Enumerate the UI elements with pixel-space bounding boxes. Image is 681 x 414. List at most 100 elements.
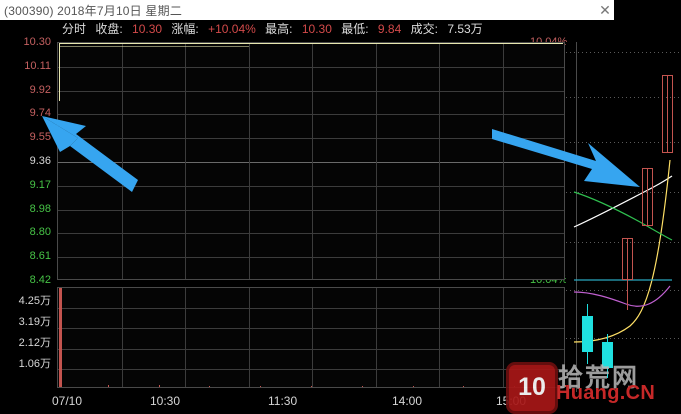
- volume-bar: [463, 386, 464, 387]
- gridline-vertical: [122, 288, 123, 387]
- candle-wick: [667, 75, 668, 153]
- kline-gridline: [566, 192, 681, 193]
- price-axis-label: 8.61: [29, 250, 51, 263]
- gridline-vertical: [312, 288, 313, 387]
- gridline-horizontal: [58, 138, 564, 139]
- daily-kline-panel[interactable]: [566, 42, 681, 392]
- candle-body[interactable]: [602, 342, 613, 368]
- close-value: 10.30: [132, 22, 163, 36]
- price-axis-label: 8.80: [29, 226, 51, 239]
- gridline-vertical: [249, 43, 250, 279]
- volume-label: 成交:: [410, 22, 438, 36]
- price-axis-label: 10.30: [23, 36, 51, 48]
- intraday-price-panel[interactable]: [57, 42, 565, 280]
- gridline-horizontal: [58, 328, 564, 329]
- gridline-horizontal: [58, 257, 564, 258]
- minute-line-open-spike: [59, 43, 60, 102]
- time-axis: 07/10 10:30 11:30 14:00 15:00: [0, 392, 681, 410]
- kline-gridline: [566, 52, 681, 53]
- volume-bar: [260, 386, 261, 387]
- candle-body[interactable]: [642, 168, 653, 226]
- gridline-vertical: [503, 43, 504, 279]
- price-axis-label: 8.42: [29, 274, 51, 286]
- time-axis-label: 10:30: [150, 394, 181, 408]
- gridline-horizontal: [58, 162, 564, 163]
- volume-bar: [209, 386, 210, 387]
- ma-line-ma60: [573, 191, 673, 241]
- gridline-vertical: [376, 43, 377, 279]
- price-axis-label: 10.11: [24, 59, 51, 72]
- gridline-vertical: [439, 43, 440, 279]
- quote-info-bar: 分时 收盘: 10.30 涨幅: +10.04% 最高: 10.30 最低: 9…: [0, 20, 565, 36]
- ma-line-ma10: [573, 159, 671, 343]
- gridline-horizontal: [58, 186, 564, 187]
- candle-wick: [647, 168, 648, 226]
- close-icon[interactable]: ✕: [599, 2, 611, 18]
- volume-bar: [159, 385, 160, 387]
- price-axis-label: 9.36: [29, 155, 51, 167]
- ma-line-ma20: [573, 285, 671, 307]
- volume-axis-label: 3.19万: [18, 315, 51, 328]
- time-axis-label: 14:00: [392, 394, 423, 408]
- price-axis-label: 9.55: [29, 131, 51, 144]
- volume-bar: [59, 288, 62, 387]
- volume-axis-label: 1.06万: [18, 357, 51, 370]
- gridline-vertical: [185, 43, 186, 279]
- gridline-horizontal: [58, 369, 564, 370]
- candle-body[interactable]: [582, 316, 593, 352]
- gridline-horizontal: [58, 114, 564, 115]
- gridline-vertical: [312, 43, 313, 279]
- price-axis-label: 9.92: [29, 83, 51, 96]
- time-axis-label: 07/10: [52, 394, 83, 408]
- gridline-horizontal: [58, 91, 564, 92]
- chart-mode-label: 分时: [62, 22, 87, 36]
- gridline-horizontal: [58, 233, 564, 234]
- change-value: +10.04%: [208, 22, 256, 36]
- gridline-vertical: [503, 288, 504, 387]
- price-axis-label: 8.98: [29, 202, 51, 215]
- candle-wick: [627, 238, 628, 310]
- gridline-horizontal: [58, 308, 564, 309]
- price-axis-label: 9.74: [29, 107, 51, 120]
- titlebar-right-filler: [614, 0, 681, 20]
- close-label: 收盘:: [95, 22, 123, 36]
- volume-axis-label: 4.25万: [18, 294, 51, 307]
- gridline-vertical: [185, 288, 186, 387]
- volume-bar: [514, 386, 515, 387]
- kline-gridline: [566, 242, 681, 243]
- volume-value: 7.53万: [447, 22, 483, 36]
- kline-gridline-vertical: [576, 42, 577, 392]
- volume-axis-label: 2.12万: [18, 336, 51, 349]
- volume-bar: [362, 386, 363, 387]
- window-titlebar: (300390) 2018年7月10日 星期二 ✕: [0, 0, 681, 20]
- window-title: (300390) 2018年7月10日 星期二: [4, 4, 183, 18]
- gridline-vertical: [122, 43, 123, 279]
- change-label: 涨幅:: [171, 22, 199, 36]
- volume-bar: [413, 386, 414, 387]
- gridline-vertical: [249, 288, 250, 387]
- candle-body[interactable]: [662, 75, 673, 153]
- kline-gridline: [566, 97, 681, 98]
- candle-body[interactable]: [622, 238, 633, 280]
- kline-gridline: [566, 338, 681, 339]
- kline-gridline: [566, 290, 681, 291]
- price-axis-label: 9.17: [29, 178, 51, 191]
- gridline-vertical: [376, 288, 377, 387]
- gridline-horizontal: [58, 349, 564, 350]
- volume-bar: [108, 385, 109, 387]
- low-label: 最低:: [341, 22, 369, 36]
- gridline-vertical: [439, 288, 440, 387]
- high-label: 最高:: [265, 22, 293, 36]
- gridline-horizontal: [58, 67, 564, 68]
- volume-panel[interactable]: [57, 287, 566, 388]
- time-axis-label: 11:30: [268, 394, 298, 408]
- time-axis-label: 15:00: [496, 394, 527, 408]
- high-value: 10.30: [301, 22, 332, 36]
- kline-ma-overlay: [573, 159, 673, 343]
- ma-line-ma5: [573, 175, 673, 228]
- volume-bar: [565, 385, 566, 387]
- low-value: 9.84: [377, 22, 402, 36]
- minute-line-series: [59, 43, 563, 44]
- gridline-horizontal: [58, 210, 564, 211]
